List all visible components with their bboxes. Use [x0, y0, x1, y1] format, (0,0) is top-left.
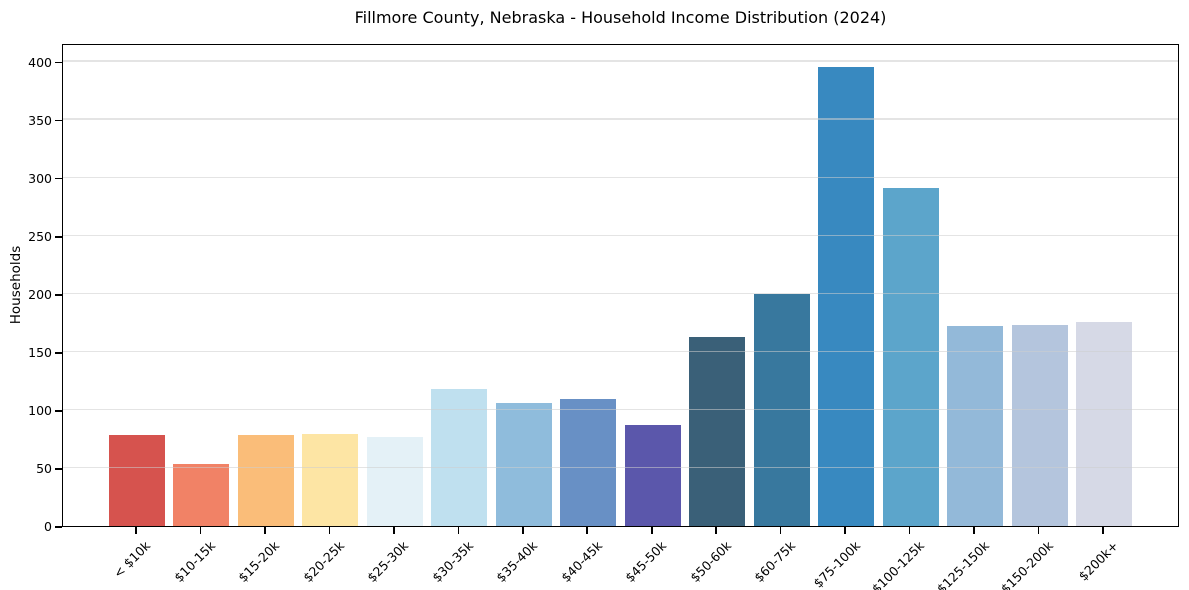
- gridline-250: [63, 234, 1178, 236]
- y-tick-label-350: 350: [28, 112, 52, 128]
- x-tick-label-< $10k: < $10k: [110, 538, 154, 581]
- x-tick-label-$50-60k: $50-60k: [686, 538, 734, 586]
- x-tick-mark: [973, 527, 975, 534]
- bar-$75-100k: [818, 67, 875, 526]
- x-tick-mark: [908, 527, 911, 534]
- x-tick-label-$150-200k: $150-200k: [997, 538, 1057, 590]
- x-tick-mark: [457, 527, 460, 534]
- bar-$50-60k: [689, 336, 746, 526]
- y-tick-mark: [55, 526, 62, 528]
- x-tick-label-$100-125k: $100-125k: [868, 538, 928, 590]
- bar-$45-50k: [624, 425, 681, 526]
- bar-$150-200k: [1011, 325, 1068, 526]
- x-tick-mark: [779, 527, 782, 534]
- y-axis-label: Households: [8, 245, 24, 325]
- gridline-50: [63, 466, 1178, 468]
- x-tick-label-$75-100k: $75-100k: [810, 538, 863, 590]
- y-tick-mark: [55, 468, 62, 470]
- gridline-300: [63, 176, 1178, 178]
- x-tick-mark: [1102, 527, 1104, 534]
- x-tick-label-$15-20k: $15-20k: [235, 538, 283, 586]
- x-tick-label-$35-40k: $35-40k: [493, 538, 541, 586]
- x-tick-label-$125-150k: $125-150k: [933, 538, 992, 590]
- x-tick-mark: [264, 527, 266, 534]
- x-tick-label-$200k+: $200k+: [1075, 538, 1121, 584]
- x-tick-label-$40-45k: $40-45k: [557, 538, 605, 586]
- x-tick-label-$10-15k: $10-15k: [171, 538, 219, 586]
- x-tick-label-$25-30k: $25-30k: [364, 538, 412, 586]
- y-tick-label-300: 300: [28, 170, 52, 186]
- x-tick-label-$20-25k: $20-25k: [299, 538, 348, 586]
- bar-$35-40k: [495, 402, 552, 526]
- x-tick-mark: [328, 527, 331, 534]
- y-tick-mark: [55, 352, 62, 354]
- bar-$200k+: [1076, 321, 1133, 526]
- bar-$40-45k: [560, 399, 617, 526]
- gridline-200: [63, 292, 1178, 294]
- y-tick-label-200: 200: [28, 286, 52, 302]
- bar-$20-25k: [302, 434, 359, 526]
- chart-title: Fillmore County, Nebraska - Household In…: [354, 8, 887, 27]
- bar-$10-15k: [173, 464, 230, 526]
- x-tick-mark: [393, 527, 395, 534]
- bar-$15-20k: [237, 435, 294, 526]
- x-tick-mark: [650, 527, 653, 534]
- x-tick-mark: [586, 527, 589, 534]
- x-tick-mark: [844, 527, 846, 534]
- y-tick-label-50: 50: [36, 460, 52, 476]
- y-tick-mark: [55, 61, 62, 64]
- y-tick-mark: [55, 293, 62, 296]
- y-tick-label-400: 400: [28, 54, 52, 70]
- y-tick-mark: [55, 119, 62, 122]
- y-tick-mark: [55, 177, 62, 180]
- y-tick-mark: [55, 410, 62, 412]
- y-tick-label-250: 250: [28, 228, 52, 244]
- gridline-400: [63, 60, 1178, 62]
- bar-$100-125k: [882, 188, 939, 526]
- y-tick-label-150: 150: [28, 344, 52, 360]
- x-tick-mark: [199, 527, 202, 534]
- bar-$125-150k: [947, 326, 1004, 526]
- bar-< $10k: [109, 435, 165, 526]
- y-tick-mark: [55, 235, 62, 238]
- x-tick-label-$45-50k: $45-50k: [622, 538, 670, 586]
- y-tick-label-100: 100: [28, 402, 52, 418]
- gridline-150: [63, 350, 1178, 352]
- bar-$30-35k: [431, 389, 488, 526]
- plot-area: [62, 44, 1179, 527]
- y-tick-label-0: 0: [44, 519, 52, 534]
- bar-$25-30k: [366, 436, 423, 526]
- x-tick-label-$30-35k: $30-35k: [428, 538, 476, 586]
- x-tick-mark: [135, 527, 137, 534]
- x-tick-mark: [1037, 527, 1040, 534]
- gridline-350: [63, 118, 1178, 120]
- x-tick-label-$60-75k: $60-75k: [751, 538, 799, 586]
- gridline-100: [63, 408, 1178, 410]
- x-tick-mark: [522, 527, 524, 534]
- x-tick-mark: [715, 527, 718, 534]
